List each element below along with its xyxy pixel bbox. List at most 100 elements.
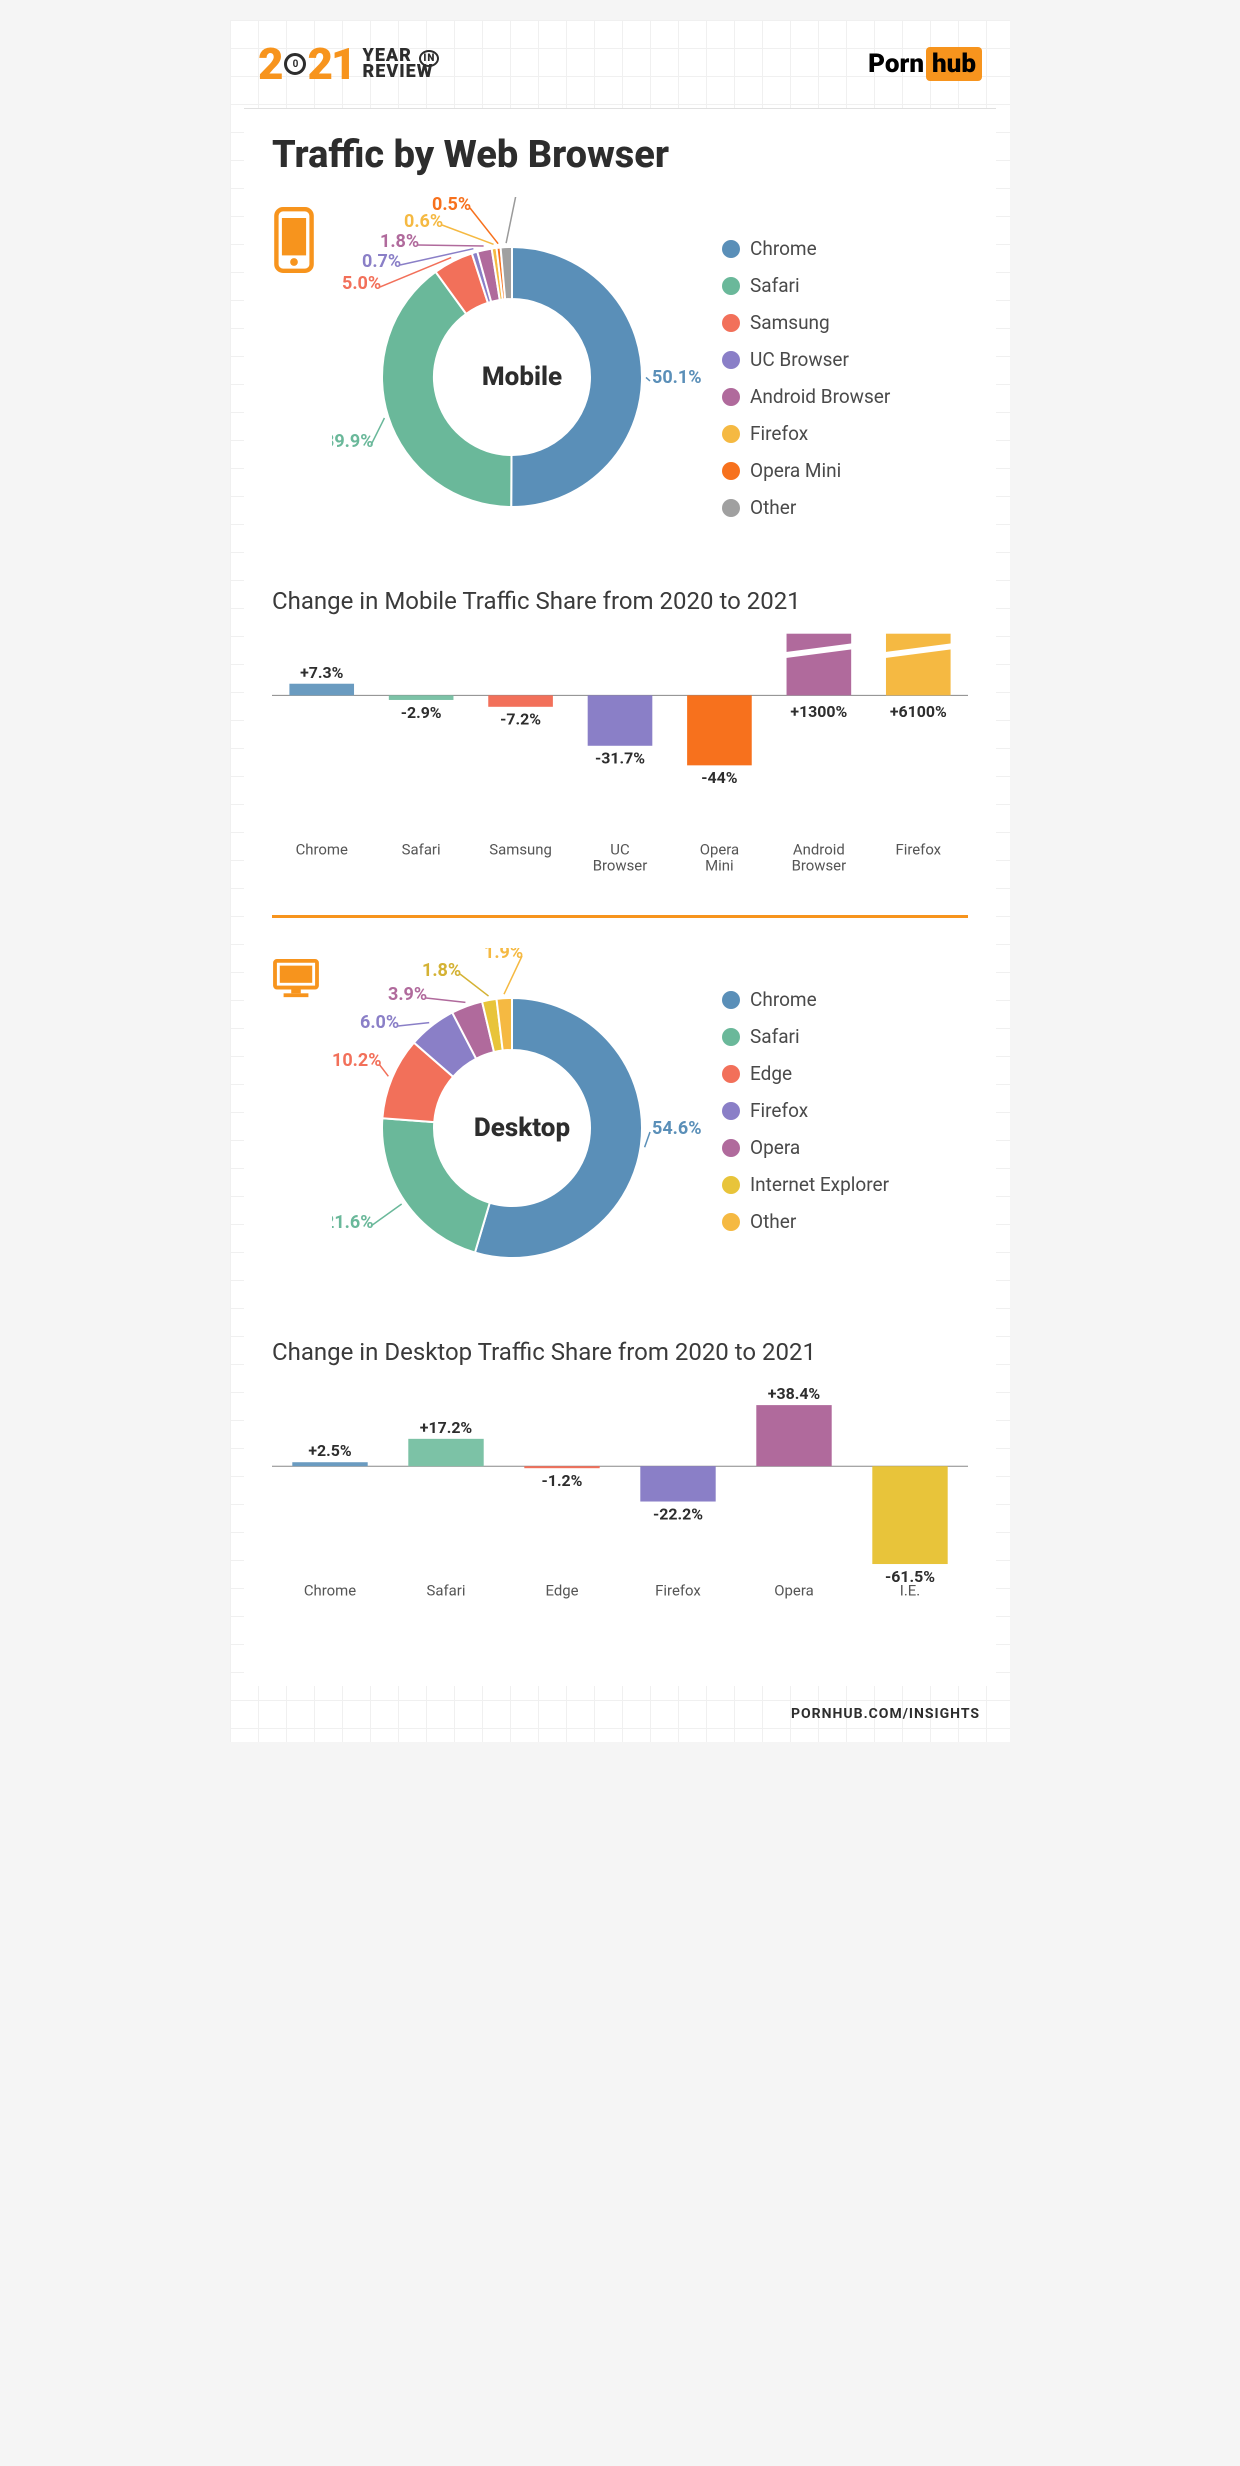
legend-dot <box>722 1102 740 1120</box>
bar-name: Chrome <box>304 1581 356 1599</box>
legend-label: Edge <box>750 1062 792 1085</box>
desktop-icon <box>272 958 322 1004</box>
legend-item: Chrome <box>722 237 890 260</box>
slice-label: 1.4% <box>518 197 557 202</box>
slice-label: 50.1% <box>652 367 702 388</box>
legend-dot <box>722 277 740 295</box>
legend-dot <box>722 1028 740 1046</box>
desktop-change-chart: +2.5%Chrome+17.2%Safari-1.2%Edge-22.2%Fi… <box>272 1376 968 1626</box>
legend-dot <box>722 240 740 258</box>
mobile-donut-chart: 50.1%39.9%5.0%0.7%1.8%0.6%0.5%1.4% Mobil… <box>332 197 712 557</box>
section-divider <box>272 915 968 918</box>
bar-value: +38.4% <box>768 1384 821 1403</box>
mobile-donut-row: 50.1%39.9%5.0%0.7%1.8%0.6%0.5%1.4% Mobil… <box>272 197 968 557</box>
slice-label: 0.5% <box>432 197 471 215</box>
content: Traffic by Web Browser 50.1%39.9%5.0%0.7… <box>244 108 996 1686</box>
legend-label: Opera Mini <box>750 459 841 482</box>
bar-name: I.E. <box>900 1581 920 1599</box>
legend-item: Android Browser <box>722 385 890 408</box>
bar-value: +2.5% <box>308 1441 352 1460</box>
bar <box>289 684 354 696</box>
bar <box>389 695 454 700</box>
bar-name: OperaMini <box>700 840 739 874</box>
legend-item: Safari <box>722 1025 889 1048</box>
bar-name: Safari <box>427 1581 466 1599</box>
legend-item: Internet Explorer <box>722 1173 889 1196</box>
legend-item: Chrome <box>722 988 889 1011</box>
brand-hub: hub <box>926 47 982 81</box>
bar-name: Firefox <box>895 840 941 858</box>
legend-item: Firefox <box>722 422 890 445</box>
slice-label: 5.0% <box>342 273 381 294</box>
bar-value: -2.9% <box>401 703 442 722</box>
footer: PORNHUB.COM/INSIGHTS <box>230 1686 1010 1742</box>
slice-label: 1.8% <box>380 231 419 252</box>
legend-dot <box>722 1065 740 1083</box>
slice-label: 39.9% <box>332 431 374 452</box>
slice-label: 0.7% <box>362 251 401 272</box>
bar-value: -7.2% <box>500 710 541 729</box>
slice-label: 54.6% <box>652 1118 702 1139</box>
year-in-review-logo: 2 0 21 YEAR IN REVIEW <box>258 38 439 90</box>
year-review-text: YEAR IN REVIEW <box>363 48 440 80</box>
mobile-legend: Chrome Safari Samsung UC Browser Android Bro… <box>722 197 890 533</box>
bar <box>756 1405 831 1466</box>
legend-label: UC Browser <box>750 348 849 371</box>
bar <box>588 695 653 745</box>
legend-label: Other <box>750 496 796 519</box>
bar-name: Safari <box>402 840 441 858</box>
slice-label: 21.6% <box>332 1212 374 1233</box>
legend-label: Opera <box>750 1136 800 1159</box>
bar-value: -1.2% <box>542 1471 583 1490</box>
legend-item: Other <box>722 1210 889 1233</box>
bar <box>787 634 852 696</box>
bar <box>524 1466 599 1468</box>
slice-label: 1.8% <box>422 960 461 981</box>
legend-item: Opera Mini <box>722 459 890 482</box>
mobile-change-title: Change in Mobile Traffic Share from 2020… <box>272 587 968 615</box>
mobile-change-chart: +7.3%Chrome-2.9%Safari-7.2%Samsung-31.7%… <box>272 625 968 885</box>
desktop-donut-center: Desktop <box>474 1113 570 1143</box>
bar-name: UCBrowser <box>593 840 648 874</box>
legend-dot <box>722 425 740 443</box>
legend-dot <box>722 991 740 1009</box>
bar-value: +7.3% <box>300 663 344 682</box>
legend-item: Safari <box>722 274 890 297</box>
desktop-change-title: Change in Desktop Traffic Share from 202… <box>272 1338 968 1366</box>
bar-name: Edge <box>545 1581 578 1599</box>
year-number: 2 0 21 <box>258 38 355 90</box>
legend-dot <box>722 1139 740 1157</box>
bar <box>886 634 951 696</box>
bar-value: -31.7% <box>595 749 645 768</box>
legend-label: Safari <box>750 1025 800 1048</box>
legend-item: Firefox <box>722 1099 889 1122</box>
bar-value: +6100% <box>890 702 947 721</box>
desktop-donut-chart: 54.6%21.6%10.2%6.0%3.9%1.8%1.9% Desktop <box>332 948 712 1308</box>
bar <box>640 1466 715 1501</box>
legend-dot <box>722 314 740 332</box>
legend-label: Other <box>750 1210 796 1233</box>
legend-dot <box>722 388 740 406</box>
legend-label: Firefox <box>750 1099 808 1122</box>
page: 2 0 21 YEAR IN REVIEW Porn hub Traffic b… <box>230 20 1010 1742</box>
legend-label: Samsung <box>750 311 830 334</box>
bar-name: Samsung <box>489 840 552 858</box>
desktop-donut-row: 54.6%21.6%10.2%6.0%3.9%1.8%1.9% Desktop … <box>272 948 968 1308</box>
legend-dot <box>722 351 740 369</box>
bar <box>687 695 752 765</box>
legend-label: Android Browser <box>750 385 890 408</box>
legend-dot <box>722 1176 740 1194</box>
bar <box>488 695 553 706</box>
slice-label: 6.0% <box>360 1012 399 1033</box>
bar-value: -22.2% <box>653 1504 703 1523</box>
bar <box>292 1462 367 1466</box>
bar <box>408 1439 483 1466</box>
legend-dot <box>722 462 740 480</box>
legend-dot <box>722 1213 740 1231</box>
legend-item: Other <box>722 496 890 519</box>
legend-dot <box>722 499 740 517</box>
bar-name: Opera <box>774 1581 813 1599</box>
header: 2 0 21 YEAR IN REVIEW Porn hub <box>230 20 1010 100</box>
bar-value: -44% <box>701 768 737 787</box>
legend-item: UC Browser <box>722 348 890 371</box>
